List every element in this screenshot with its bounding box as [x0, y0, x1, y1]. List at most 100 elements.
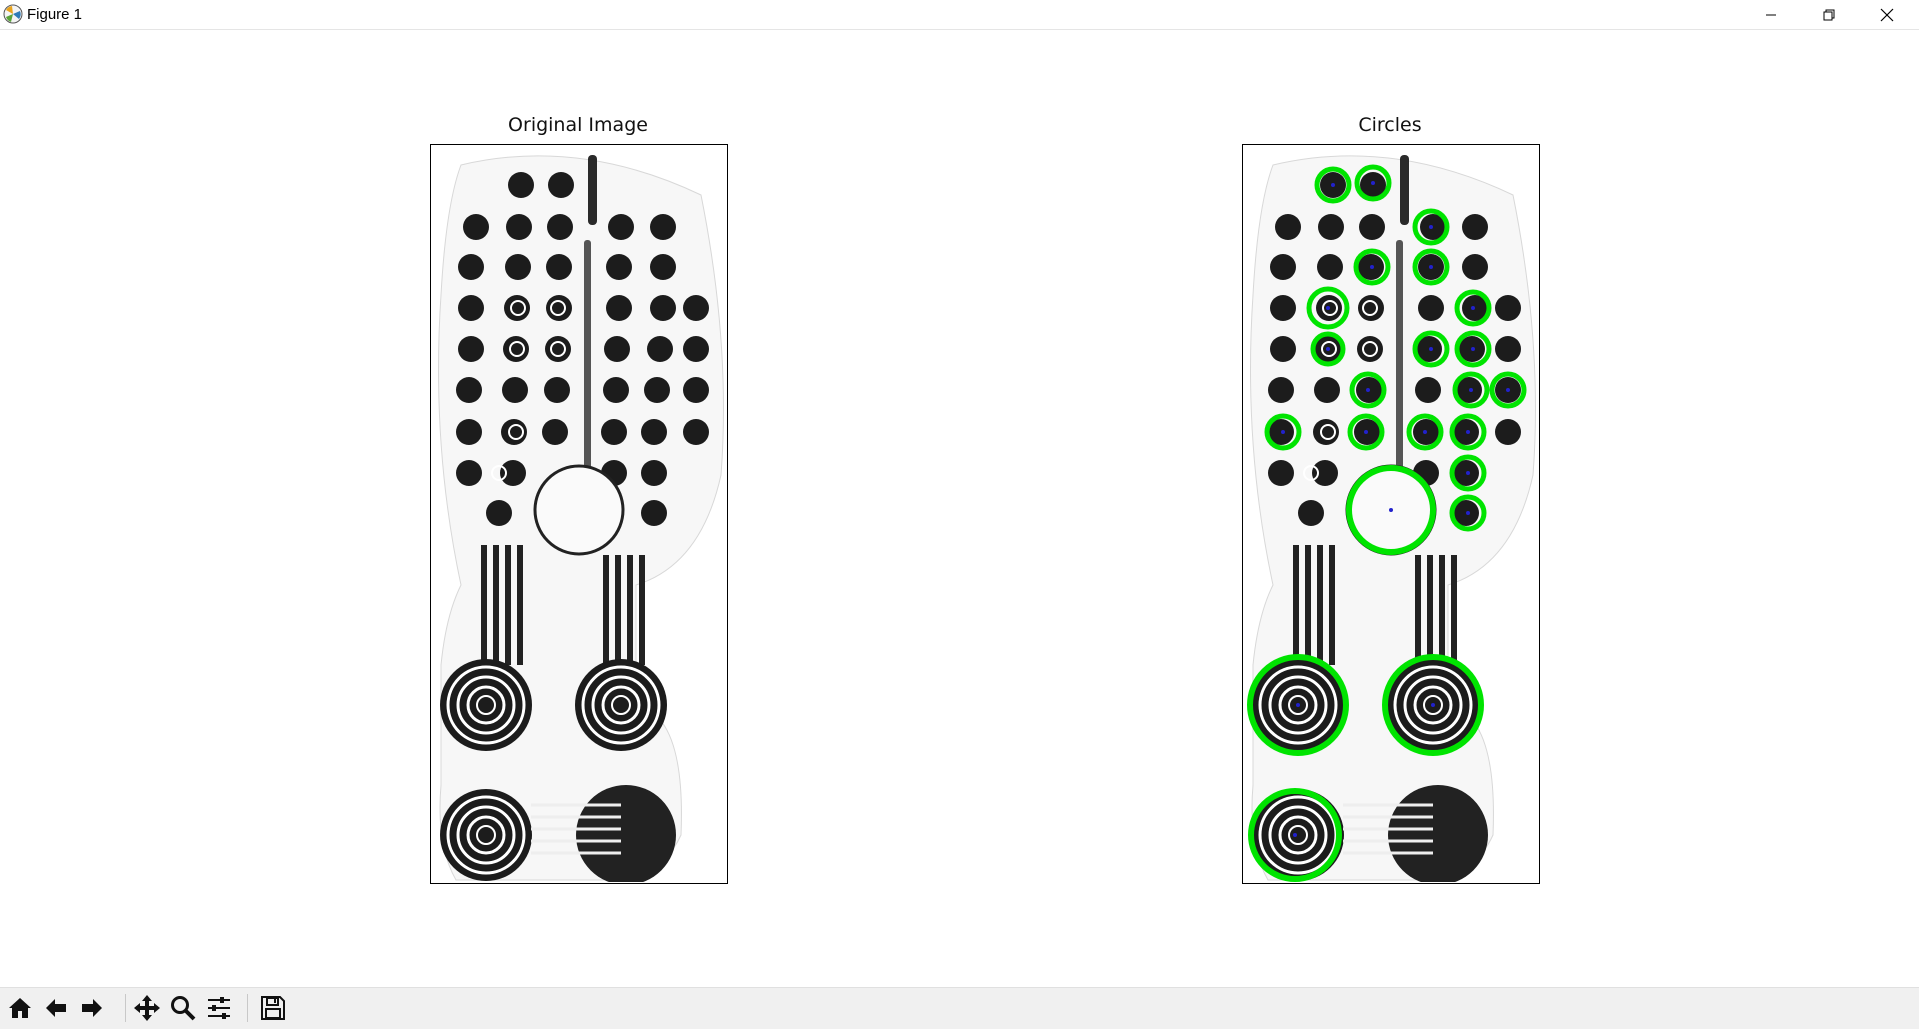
minimize-icon — [1766, 14, 1776, 15]
tread-dot — [1495, 419, 1521, 445]
spiral-ring — [601, 685, 641, 725]
sole-stripe — [603, 555, 609, 665]
zoom-button[interactable] — [167, 992, 199, 1024]
tread-dot — [547, 214, 573, 240]
detected-circle — [1449, 454, 1487, 492]
tread-dot — [1298, 500, 1324, 526]
tread-dot — [683, 419, 709, 445]
configure-subplots-button[interactable] — [203, 992, 235, 1024]
tread-ring — [1362, 341, 1378, 357]
circle-center — [1471, 347, 1475, 351]
detected-circle — [1412, 248, 1450, 286]
tread-dot — [1270, 254, 1296, 280]
restore-button[interactable] — [1800, 0, 1858, 29]
detected-circle — [1454, 330, 1492, 368]
tread-dot — [456, 460, 482, 486]
circle-center — [1431, 703, 1435, 707]
sole-stripe — [1293, 545, 1299, 665]
sole-stripe — [1427, 555, 1433, 665]
circle-center — [1466, 511, 1470, 515]
tread-dot — [683, 295, 709, 321]
pan-button[interactable] — [131, 992, 163, 1024]
tread-dot — [1495, 336, 1521, 362]
detected-circle — [1454, 289, 1492, 327]
window-title: Figure 1 — [27, 6, 83, 23]
sole-groove — [588, 155, 597, 225]
tread-ring — [491, 465, 507, 481]
save-button[interactable] — [257, 992, 289, 1024]
heel-ring — [533, 464, 625, 556]
spiral-pad — [440, 659, 532, 751]
tread-dot — [683, 377, 709, 403]
detected-circle — [1489, 371, 1527, 409]
heel-pad — [576, 785, 676, 883]
detected-circle — [1310, 331, 1346, 367]
tread-dot — [1415, 377, 1441, 403]
tread-dot — [1462, 254, 1488, 280]
spiral-ring — [1288, 825, 1308, 845]
circle-center — [1281, 430, 1285, 434]
tread-dot — [606, 295, 632, 321]
forward-button[interactable] — [76, 992, 108, 1024]
save-icon — [261, 996, 285, 1020]
circle-center — [1331, 183, 1335, 187]
circle-center — [1370, 265, 1374, 269]
spiral-pad — [575, 659, 667, 751]
tread-dot — [542, 419, 568, 445]
window-titlebar: Figure 1 — [0, 0, 1919, 30]
circle-center — [1293, 833, 1297, 837]
tread-ring — [1321, 341, 1337, 357]
tread-dot — [463, 214, 489, 240]
figure-canvas[interactable]: Original Image Circles — [0, 30, 1919, 987]
spiral-ring — [1268, 805, 1328, 865]
detected-circle — [1449, 494, 1487, 532]
tread-dot — [503, 336, 529, 362]
detected-circle — [1449, 413, 1487, 451]
tread-dot — [458, 254, 484, 280]
circle-center — [1326, 347, 1330, 351]
tread-dot — [486, 500, 512, 526]
sole-stripe — [481, 545, 487, 665]
sole-stripe — [1329, 545, 1335, 665]
circle-center — [1429, 347, 1433, 351]
circle-center — [1366, 388, 1370, 392]
tread-dot — [1495, 295, 1521, 321]
tread-dot — [1418, 295, 1444, 321]
circle-center — [1296, 703, 1300, 707]
tread-ring — [1322, 300, 1338, 316]
sole-stripe — [1451, 555, 1457, 665]
home-button[interactable] — [4, 992, 36, 1024]
sole-stripe — [505, 545, 511, 665]
circle-center — [1429, 265, 1433, 269]
back-button[interactable] — [40, 992, 72, 1024]
circle-center — [1423, 430, 1427, 434]
spiral-ring — [1413, 685, 1453, 725]
tread-dot — [1270, 336, 1296, 362]
detected-circle — [1346, 465, 1436, 555]
tread-dot — [683, 336, 709, 362]
detected-circle — [1314, 166, 1352, 204]
tread-ring — [509, 341, 525, 357]
pan-icon — [134, 995, 160, 1021]
spiral-ring — [466, 815, 506, 855]
sole-stripe — [615, 555, 621, 665]
tread-dot — [647, 336, 673, 362]
spiral-ring — [446, 665, 526, 745]
axes-circles[interactable] — [1242, 144, 1540, 884]
tread-dot — [456, 419, 482, 445]
tread-dot — [650, 295, 676, 321]
minimize-button[interactable] — [1742, 0, 1800, 29]
tread-dot — [641, 460, 667, 486]
detected-circle — [1247, 654, 1349, 756]
zoom-icon — [171, 996, 196, 1021]
close-icon — [1880, 8, 1894, 21]
spiral-ring — [446, 795, 526, 875]
spiral-ring — [466, 685, 506, 725]
tread-ring — [550, 341, 566, 357]
circle-center — [1389, 508, 1393, 512]
tread-dot — [506, 214, 532, 240]
tread-dot — [604, 336, 630, 362]
close-button[interactable] — [1858, 0, 1916, 29]
circle-center — [1326, 306, 1330, 310]
axes-original-image[interactable] — [430, 144, 728, 884]
